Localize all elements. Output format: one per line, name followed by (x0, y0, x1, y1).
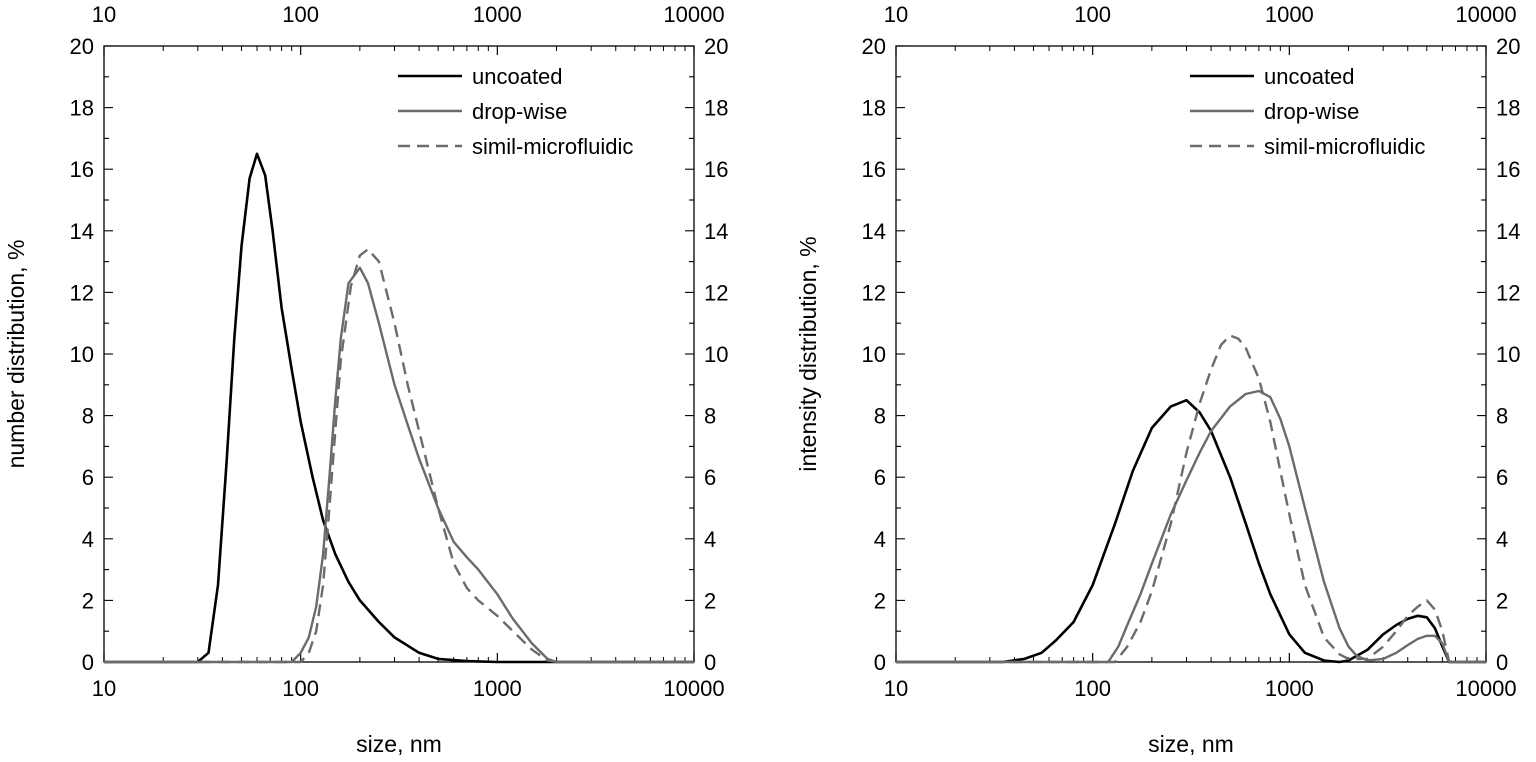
y-right-tick-label: 8 (704, 404, 716, 429)
y-tick-label: 16 (862, 157, 886, 182)
x-top-tick-label: 1000 (473, 2, 522, 27)
y-tick-label: 18 (862, 96, 886, 121)
x-top-tick-label: 1000 (1265, 2, 1314, 27)
y-right-tick-label: 20 (704, 34, 728, 59)
x-tick-label: 1000 (1265, 676, 1314, 701)
y-tick-label: 16 (70, 157, 94, 182)
x-top-tick-label: 100 (1074, 2, 1111, 27)
y-tick-label: 14 (862, 219, 886, 244)
x-tick-label: 100 (282, 676, 319, 701)
y-tick-label: 0 (82, 650, 94, 675)
y-tick-label: 20 (862, 34, 886, 59)
y-right-tick-label: 10 (704, 342, 728, 367)
y-tick-label: 20 (70, 34, 94, 59)
y-tick-label: 0 (874, 650, 886, 675)
legend-label-simil-microfluidic: simil-microfluidic (1264, 134, 1425, 159)
y-right-tick-label: 6 (1496, 465, 1508, 490)
x-tick-label: 1000 (473, 676, 522, 701)
y-tick-label: 10 (70, 342, 94, 367)
series-line-drop-wise (104, 266, 694, 664)
y-right-tick-label: 2 (1496, 588, 1508, 613)
y-right-tick-label: 4 (1496, 527, 1508, 552)
y-right-tick-label: 12 (1496, 280, 1520, 305)
y-tick-label: 10 (862, 342, 886, 367)
legend-label-drop-wise: drop-wise (1264, 99, 1359, 124)
y-tick-label: 8 (82, 404, 94, 429)
y-axis-title: intensity distribution, % (795, 236, 821, 471)
legend-label-simil-microfluidic: simil-microfluidic (472, 134, 633, 159)
y-right-tick-label: 14 (704, 219, 728, 244)
x-axis-title: size, nm (356, 731, 442, 757)
series-line-uncoated (896, 398, 1486, 664)
series-line-drop-wise (896, 389, 1486, 664)
y-right-tick-label: 16 (1496, 157, 1520, 182)
y-tick-label: 4 (874, 527, 886, 552)
y-tick-label: 2 (82, 588, 94, 613)
legend-label-drop-wise: drop-wise (472, 99, 567, 124)
y-tick-label: 6 (82, 465, 94, 490)
y-right-tick-label: 2 (704, 588, 716, 613)
y-tick-label: 18 (70, 96, 94, 121)
x-top-tick-label: 10 (884, 2, 908, 27)
x-axis-title: size, nm (1148, 731, 1234, 757)
series-line-uncoated (104, 152, 694, 664)
x-top-tick-label: 10000 (1455, 2, 1516, 27)
legend-label-uncoated: uncoated (1264, 64, 1355, 89)
y-right-tick-label: 8 (1496, 404, 1508, 429)
x-top-tick-label: 10 (92, 2, 116, 27)
x-tick-label: 10 (92, 676, 116, 701)
y-right-tick-label: 20 (1496, 34, 1520, 59)
y-tick-label: 12 (70, 280, 94, 305)
y-right-tick-label: 0 (1496, 650, 1508, 675)
y-right-tick-label: 12 (704, 280, 728, 305)
legend-label-uncoated: uncoated (472, 64, 563, 89)
y-right-tick-label: 18 (704, 96, 728, 121)
series-line-simil-microfluidic (104, 248, 694, 664)
y-tick-label: 4 (82, 527, 94, 552)
y-tick-label: 6 (874, 465, 886, 490)
x-tick-label: 10000 (1455, 676, 1516, 701)
y-tick-label: 14 (70, 219, 94, 244)
y-tick-label: 8 (874, 404, 886, 429)
y-right-tick-label: 18 (1496, 96, 1520, 121)
y-right-tick-label: 0 (704, 650, 716, 675)
x-top-tick-label: 10000 (663, 2, 724, 27)
x-tick-label: 10 (884, 676, 908, 701)
y-tick-label: 2 (874, 588, 886, 613)
y-right-tick-label: 4 (704, 527, 716, 552)
y-right-tick-label: 16 (704, 157, 728, 182)
x-top-tick-label: 100 (282, 2, 319, 27)
series-line-simil-microfluidic (896, 334, 1486, 664)
y-axis-title: number distribution, % (3, 240, 29, 469)
x-tick-label: 10000 (663, 676, 724, 701)
y-right-tick-label: 6 (704, 465, 716, 490)
y-tick-label: 12 (862, 280, 886, 305)
x-tick-label: 100 (1074, 676, 1111, 701)
y-right-tick-label: 10 (1496, 342, 1520, 367)
y-right-tick-label: 14 (1496, 219, 1520, 244)
